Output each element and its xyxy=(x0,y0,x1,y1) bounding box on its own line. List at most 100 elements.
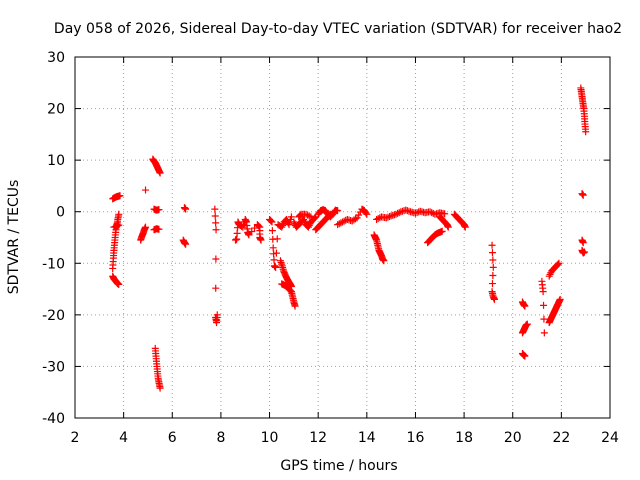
data-point xyxy=(339,218,346,226)
y-tick-label: -10 xyxy=(42,256,65,272)
data-point xyxy=(291,302,299,310)
data-point xyxy=(521,302,529,310)
data-point xyxy=(546,270,554,278)
data-point xyxy=(579,191,587,199)
data-point xyxy=(268,218,276,226)
data-point xyxy=(272,263,280,271)
data-point xyxy=(268,227,276,235)
data-point xyxy=(287,213,295,221)
data-point xyxy=(310,215,318,223)
data-point xyxy=(426,208,434,216)
data-point xyxy=(540,301,548,309)
data-point xyxy=(212,284,220,292)
data-point xyxy=(380,257,388,265)
data-point xyxy=(254,221,262,229)
data-point xyxy=(272,249,280,257)
data-points xyxy=(109,84,590,392)
y-tick-label: 10 xyxy=(47,153,65,169)
data-point xyxy=(115,210,123,218)
data-point xyxy=(302,210,310,218)
data-point xyxy=(489,256,497,264)
y-axis-label: SDTVAR / TECUs xyxy=(6,180,22,295)
tick-marks xyxy=(74,56,611,419)
x-tick-label: 14 xyxy=(358,430,376,446)
data-point xyxy=(523,320,531,328)
data-point xyxy=(386,213,394,221)
data-point xyxy=(304,211,312,219)
x-tick-label: 4 xyxy=(119,430,128,446)
x-tick-label: 10 xyxy=(261,430,279,446)
data-point xyxy=(340,217,348,225)
data-point xyxy=(362,209,370,217)
data-point xyxy=(213,311,221,319)
data-point xyxy=(373,215,381,223)
data-point xyxy=(461,223,469,231)
x-tick-label: 18 xyxy=(455,430,473,446)
x-tick-label: 6 xyxy=(168,430,177,446)
data-point xyxy=(279,221,287,229)
data-point xyxy=(326,210,334,218)
y-tick-labels: -40 -30 -20 -10 0 10 20 30 xyxy=(42,50,65,427)
data-point xyxy=(489,271,497,279)
data-point xyxy=(351,215,359,223)
data-point xyxy=(212,226,220,234)
y-tick-label: 30 xyxy=(47,50,65,66)
data-point xyxy=(374,215,382,223)
data-point xyxy=(326,211,334,219)
data-point xyxy=(337,219,345,227)
data-point xyxy=(290,218,298,226)
data-point xyxy=(305,212,313,220)
data-point xyxy=(334,221,342,229)
y-tick-label: -20 xyxy=(42,308,65,324)
data-point xyxy=(267,217,275,225)
data-point xyxy=(540,329,548,337)
plot-frame xyxy=(74,56,611,419)
data-point xyxy=(211,205,219,213)
data-point xyxy=(488,241,496,249)
data-point xyxy=(363,210,371,218)
data-point xyxy=(182,205,190,213)
data-point xyxy=(488,249,496,257)
x-tick-label: 22 xyxy=(552,430,570,446)
data-point xyxy=(304,223,312,231)
data-point xyxy=(384,213,392,221)
x-tick-label: 2 xyxy=(71,430,80,446)
data-point xyxy=(394,209,402,217)
x-tick-label: 20 xyxy=(504,430,522,446)
data-point xyxy=(307,213,315,221)
data-point xyxy=(182,240,190,248)
data-point xyxy=(142,186,150,194)
data-point xyxy=(155,225,163,233)
y-tick-label: -30 xyxy=(42,359,65,375)
data-point xyxy=(300,215,308,223)
data-point xyxy=(156,384,164,392)
data-point xyxy=(269,244,277,252)
x-tick-label: 8 xyxy=(216,430,225,446)
data-point xyxy=(212,255,220,263)
data-point xyxy=(300,217,308,225)
data-point xyxy=(296,212,304,220)
data-point xyxy=(411,209,419,217)
x-axis-label: GPS time / hours xyxy=(280,458,397,474)
data-point xyxy=(556,295,564,303)
data-point xyxy=(521,352,529,360)
data-point xyxy=(489,263,497,271)
data-point xyxy=(115,221,123,229)
x-tick-label: 16 xyxy=(407,430,425,446)
data-point xyxy=(305,221,313,229)
data-point xyxy=(311,214,319,222)
data-point xyxy=(115,280,123,288)
data-point xyxy=(540,315,548,323)
data-point xyxy=(392,210,400,218)
data-point xyxy=(325,212,333,220)
data-point xyxy=(335,220,343,228)
data-point xyxy=(273,235,281,243)
data-point xyxy=(555,259,563,267)
chart-title: Day 058 of 2026, Sidereal Day-to-day VTE… xyxy=(54,21,622,37)
data-point xyxy=(554,260,562,268)
data-point xyxy=(582,128,590,136)
x-tick-label: 24 xyxy=(601,430,619,446)
data-point xyxy=(441,210,449,218)
data-point xyxy=(257,236,265,244)
